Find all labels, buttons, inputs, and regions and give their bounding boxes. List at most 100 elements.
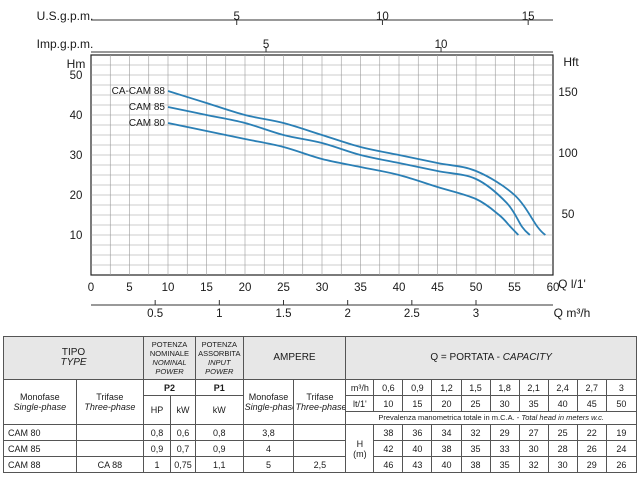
impgpm-ticks: 5 10	[263, 39, 447, 52]
head-cell: 32	[460, 424, 491, 441]
head-cell: 26	[576, 440, 607, 457]
model-tri: CA 88	[75, 456, 145, 473]
grid-lines	[91, 55, 553, 275]
hft-tick-label: 50	[562, 209, 575, 221]
table-row: CAM 85 0,9 0,7 0,9 4 42 40 38 35 33 30 2…	[3, 440, 638, 457]
m3h-cell: 2,7	[576, 379, 607, 396]
pot-nom-l2: NOMINALE	[149, 349, 190, 358]
head-cell: 27	[518, 424, 549, 441]
impgpm-axis-label: Imp.g.p.m.	[37, 37, 94, 51]
m3h-cell: 1,8	[489, 379, 520, 396]
table-row: CAM 80 0,8 0,6 0,8 3,8 H (m) 38 36 34 32 …	[3, 424, 638, 473]
impgpm-tick-label: 5	[263, 39, 269, 51]
lt-cell: 35	[518, 395, 549, 412]
x-tick-label: 10	[162, 282, 175, 294]
usgpm-tick-label: 15	[522, 11, 535, 23]
head-cell: 43	[402, 456, 433, 473]
head-cell: 28	[547, 440, 578, 457]
portata-header: Q = PORTATA - CAPACITY	[345, 336, 637, 380]
x-tick-label: 20	[239, 282, 252, 294]
p2-hp: 0,8	[143, 424, 172, 441]
pot-ass-l3: INPUT	[208, 358, 231, 367]
p1-header: P1	[194, 379, 244, 396]
head-cell: 38	[460, 456, 491, 473]
head-cell: 34	[431, 424, 462, 441]
model-mono: CAM 88	[3, 456, 77, 473]
y-tick-label: 10	[70, 230, 83, 242]
m3h-cell: 3	[605, 379, 638, 396]
performance-curves	[167, 90, 546, 236]
amp-mono-header: Monofase Single-phase	[242, 379, 295, 425]
m3h-cell: 0,6	[373, 379, 404, 396]
head-cell: 35	[489, 456, 520, 473]
amp-tri	[293, 424, 347, 441]
model-mono: CAM 80	[3, 424, 77, 441]
y-axis-label: Hm	[67, 57, 86, 71]
pump-spec-table: TIPO TYPE POTENZA NOMINALE NOMINAL POWER POT…	[2, 336, 638, 473]
head-cell: 38	[373, 424, 404, 441]
m3h-tick-label: 3	[473, 308, 479, 320]
curve-cam-85	[167, 106, 531, 236]
x-tick-label: 15	[200, 282, 213, 294]
amp-single-phase-label: Single-phase	[244, 402, 294, 412]
p1-kw: 0,9	[194, 440, 244, 457]
m3h-tick-label: 0.5	[147, 308, 163, 320]
m3h-cell: 1,5	[460, 379, 491, 396]
usgpm-axis-label: U.S.g.p.m.	[37, 9, 94, 23]
x-tick-label: 50	[470, 282, 483, 294]
head-cell: 32	[518, 456, 549, 473]
hft-tick-label: 100	[558, 148, 577, 160]
p1-kw: 1,1	[194, 456, 244, 473]
usgpm-tick-label: 10	[376, 11, 389, 23]
pot-ass-l1: POTENZA	[201, 340, 237, 349]
head-cell: 36	[402, 424, 433, 441]
y-tick-label: 50	[70, 70, 83, 82]
table-row: CAM 88 CA 88 1 0,75 1,1 5 2,5 46 43 40 3…	[3, 456, 638, 473]
h-label: H	[356, 438, 364, 449]
pot-ass-header: POTENZA ASSORBITA INPUT POWER	[194, 336, 244, 380]
single-phase-label: Single-phase	[13, 402, 67, 412]
model-tri	[75, 424, 145, 441]
lt-cell: 10	[373, 395, 404, 412]
y-tick-label: 20	[70, 190, 83, 202]
tipo-header: TIPO TYPE	[2, 336, 145, 380]
head-cell: 35	[460, 440, 491, 457]
amp-mono: 3,8	[242, 424, 295, 441]
ampere-header: AMPERE	[242, 336, 347, 380]
lt-cell: 20	[431, 395, 462, 412]
capacity-label: CAPACITY	[502, 352, 552, 363]
curve-label: CAM 80	[129, 118, 166, 129]
p2-header: P2	[143, 379, 196, 396]
hft-axis-label: Hft	[563, 55, 579, 69]
x-tick-labels: 0 5 10 15 20 25 30 35 40 45 50 55 60	[88, 282, 560, 294]
m3h-cell: 2,1	[518, 379, 549, 396]
m3h-ticks: 0.5 1 1.5 2 2.5 3	[147, 300, 479, 320]
head-cell: 38	[431, 440, 462, 457]
head-cell: 22	[576, 424, 607, 441]
m3h-row-label: m³/h	[345, 379, 375, 396]
amp-mono: 4	[242, 440, 295, 457]
pump-performance-chart: 5 10 15 5 10 U.S.g.p.m. Imp.g.p.m. CA-CAM 8…	[37, 9, 591, 320]
m3h-cell: 0,9	[402, 379, 433, 396]
hp-header: HP	[143, 395, 172, 425]
amp-monofase-label: Monofase	[248, 392, 289, 402]
amp-three-phase-label: Three-phase	[295, 402, 346, 412]
y-tick-label: 40	[70, 110, 83, 122]
hft-tick-label: 150	[558, 87, 577, 99]
m3h-tick-label: 1.5	[276, 308, 292, 320]
head-note: Prevalenza manometrica totale in m.C.A. …	[345, 411, 637, 425]
head-cell: 25	[547, 424, 578, 441]
pot-nom-l3: NOMINAL	[152, 358, 187, 367]
head-cell: 30	[518, 440, 549, 457]
lt-cell: 40	[547, 395, 578, 412]
x-tick-label: 60	[547, 282, 560, 294]
trifase-header: Trifase Three-phase	[75, 379, 145, 425]
h-unit: (m)	[353, 448, 367, 459]
curve-cam-80	[167, 122, 519, 236]
head-cell: 26	[605, 456, 638, 473]
p2-kw: 0,7	[170, 440, 196, 457]
x-tick-label: 30	[316, 282, 329, 294]
m3h-cell: 2,4	[547, 379, 578, 396]
three-phase-label: Three-phase	[84, 402, 136, 412]
head-cell: 33	[489, 440, 520, 457]
